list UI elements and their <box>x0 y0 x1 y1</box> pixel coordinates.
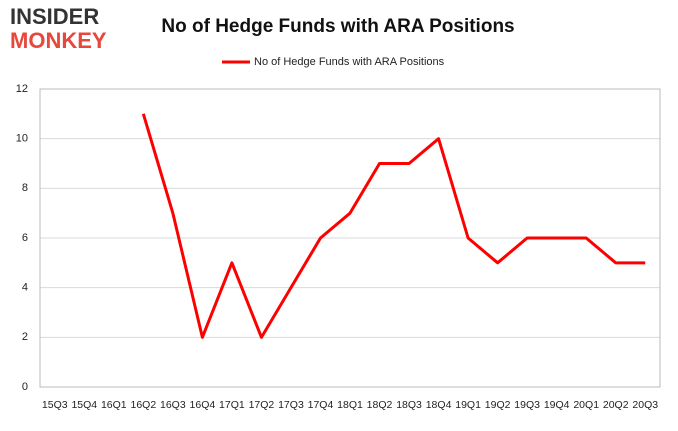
x-tick-label: 18Q1 <box>337 399 363 411</box>
x-tick-label: 16Q3 <box>160 399 186 411</box>
x-tick-label: 19Q1 <box>455 399 481 411</box>
y-tick-label: 10 <box>16 133 28 145</box>
x-tick-label: 18Q4 <box>426 399 452 411</box>
x-tick-label: 15Q4 <box>71 399 97 411</box>
x-tick-label: 17Q4 <box>308 399 334 411</box>
series-line <box>141 113 646 339</box>
x-tick-label: 16Q1 <box>101 399 127 411</box>
x-tick-label: 19Q2 <box>485 399 511 411</box>
y-tick-label: 0 <box>22 381 28 393</box>
x-tick-label: 19Q4 <box>544 399 570 411</box>
legend-label: No of Hedge Funds with ARA Positions <box>254 56 445 68</box>
y-tick-label: 8 <box>22 182 28 194</box>
y-tick-label: 4 <box>22 282 28 294</box>
x-tick-label: 17Q3 <box>278 399 304 411</box>
x-tick-label: 18Q2 <box>367 399 393 411</box>
chart-title: No of Hedge Funds with ARA Positions <box>161 16 514 37</box>
x-tick-label: 17Q1 <box>219 399 245 411</box>
x-tick-label: 16Q4 <box>190 399 216 411</box>
x-tick-label: 17Q2 <box>249 399 275 411</box>
x-tick-label: 20Q3 <box>632 399 658 411</box>
x-tick-label: 20Q2 <box>603 399 629 411</box>
logo-bottom: MONKEY <box>10 28 107 53</box>
y-tick-label: 6 <box>22 232 28 244</box>
y-tick-label: 12 <box>16 83 28 95</box>
logo-top: INSIDER <box>10 4 99 29</box>
x-tick-label: 19Q3 <box>514 399 540 411</box>
plot-border <box>39 88 661 388</box>
x-tick-label: 20Q1 <box>573 399 599 411</box>
y-tick-label: 2 <box>22 331 28 343</box>
x-tick-label: 18Q3 <box>396 399 422 411</box>
x-tick-label: 16Q2 <box>130 399 156 411</box>
x-tick-label: 15Q3 <box>42 399 68 411</box>
